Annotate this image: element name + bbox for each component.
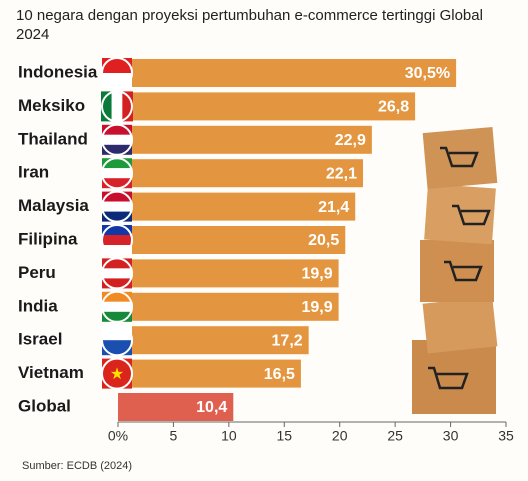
bar [118, 125, 372, 154]
illustration [412, 127, 498, 414]
source: Sumber: ECDB (2024) [22, 460, 133, 472]
category-label: Peru [18, 263, 56, 282]
flag-ring [101, 123, 133, 156]
flag: ★ [101, 357, 133, 390]
flag-stripe [102, 144, 132, 155]
flag-ring [101, 257, 133, 290]
flag-stripe [102, 124, 132, 135]
box [412, 340, 496, 414]
flag-stripe [102, 73, 132, 88]
flag-stripe [102, 340, 132, 356]
category-label: India [18, 296, 58, 315]
bar [118, 59, 457, 87]
value-label: 22,9 [335, 132, 366, 149]
flag-ring [101, 57, 133, 89]
category-label: Malaysia [18, 196, 89, 215]
flag-stripe [102, 158, 132, 169]
flag-stripe [102, 278, 132, 289]
flag-ring [101, 190, 133, 223]
bar [118, 359, 301, 388]
flag [101, 90, 133, 123]
bar [118, 159, 363, 188]
flag-stripe [111, 91, 123, 122]
box [422, 296, 498, 354]
category-label: Global [18, 396, 71, 415]
bar [118, 259, 339, 288]
flag-stripe [102, 325, 132, 341]
flag-stripe [102, 225, 132, 235]
flag [101, 257, 133, 290]
category-label: Meksiko [18, 96, 85, 115]
flag [101, 290, 133, 323]
x-tick-label: 15 [276, 428, 292, 444]
x-tick-label: 5 [170, 428, 178, 444]
x-tick-label: 35 [498, 428, 514, 444]
value-label: 19,9 [301, 266, 332, 283]
value-label: 17,2 [272, 332, 303, 349]
value-label: 20,5 [308, 232, 339, 249]
value-label: 30,5% [405, 65, 450, 82]
flag-stripe [102, 201, 132, 212]
category-label: Israel [18, 330, 62, 349]
flag-ring [101, 90, 133, 123]
category-label: Filipina [18, 229, 78, 248]
value-label: 26,8 [378, 99, 409, 116]
x-tick-label: 25 [387, 428, 403, 444]
value-label: 19,9 [301, 299, 332, 316]
flag-stripe [101, 91, 112, 122]
bar [118, 326, 309, 355]
flag-stripe [102, 311, 132, 322]
value-label: 22,1 [326, 165, 357, 182]
flag-star: ★ [110, 366, 124, 383]
flag-ring [101, 357, 133, 390]
value-label: 10,4 [196, 399, 227, 416]
flag-stripe [122, 91, 133, 122]
flag-stripe [102, 301, 132, 312]
flag [101, 157, 133, 190]
category-label: Indonesia [18, 62, 98, 81]
bar [118, 226, 346, 254]
x-tick-label: 0% [108, 428, 128, 444]
flag [101, 224, 133, 256]
flag-stripe [102, 211, 132, 222]
value-label: 21,4 [318, 199, 349, 216]
bar [118, 393, 234, 421]
flag-stripe [102, 191, 132, 202]
flag-ring [101, 157, 133, 190]
cart-icons [428, 146, 491, 390]
flag-stripe [102, 235, 132, 245]
box [420, 240, 494, 302]
flags: ★ [101, 57, 133, 390]
value-label: 16,5 [264, 366, 295, 383]
flag-stripe [102, 268, 132, 279]
flag-ring [101, 224, 133, 256]
flag-ring [101, 290, 133, 323]
bar [118, 192, 356, 221]
flag [101, 123, 133, 156]
x-tick-label: 30 [443, 428, 459, 444]
flag-stripe [102, 245, 132, 255]
x-tick-label: 20 [332, 428, 348, 444]
flag-stripe [102, 291, 132, 302]
category-label: Vietnam [18, 363, 84, 382]
chart-title: 10 negara dengan proyeksi pertumbuhan e-… [16, 7, 483, 43]
bar [118, 92, 416, 121]
flag-stripe [102, 258, 132, 269]
flag-stripe [102, 178, 132, 189]
flag-ring [101, 324, 133, 357]
box [422, 127, 498, 189]
category-label: Thailand [18, 129, 88, 148]
category-label: Iran [18, 163, 49, 182]
flag-stripe [102, 134, 132, 145]
flag [101, 190, 133, 223]
x-tick-label: 10 [221, 428, 237, 444]
flag [101, 324, 133, 357]
flag-stripe [102, 58, 132, 73]
flag [101, 57, 133, 89]
flag-stripe [102, 168, 132, 179]
bar [118, 292, 339, 321]
